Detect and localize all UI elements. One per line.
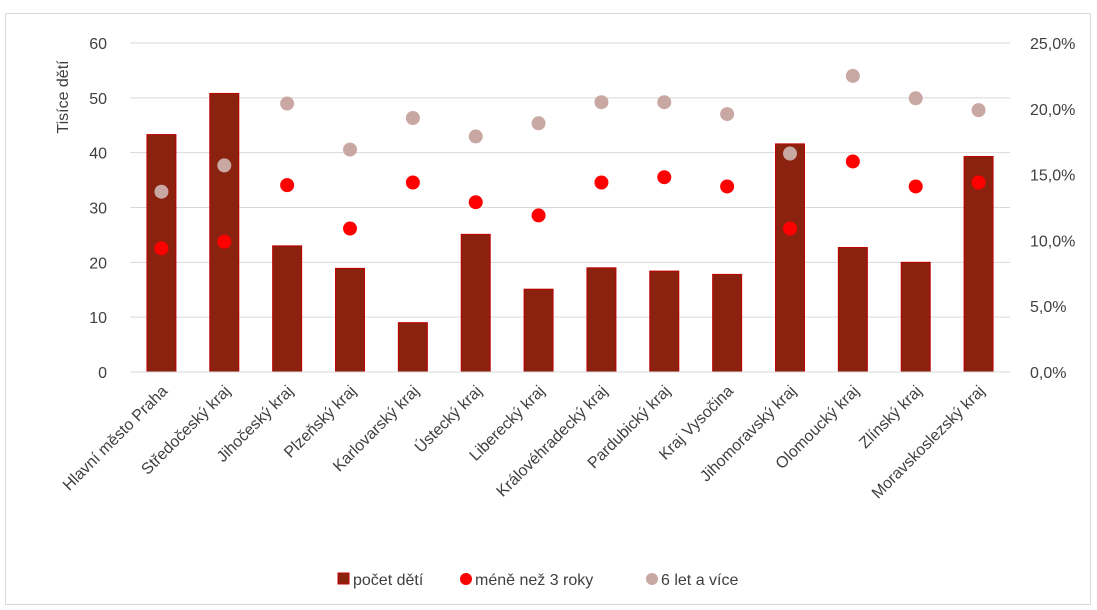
bar	[272, 245, 303, 373]
data-point	[657, 170, 672, 185]
bar-series	[146, 92, 994, 373]
data-point	[154, 241, 169, 256]
y-tick-label: 60	[89, 36, 107, 53]
data-point	[908, 179, 923, 194]
data-point	[971, 103, 986, 118]
data-point	[217, 158, 232, 173]
data-point	[280, 178, 295, 193]
y2-tick-label: 5,0%	[1030, 299, 1066, 316]
legend-swatch	[337, 572, 350, 585]
legend-label: počet dětí	[353, 572, 424, 589]
bar	[209, 92, 240, 373]
data-point	[783, 146, 797, 161]
legend-swatch	[646, 573, 658, 585]
y-tick-label: 0	[98, 365, 107, 382]
data-point	[845, 68, 860, 83]
bar	[837, 247, 868, 373]
data-point	[845, 154, 860, 169]
legend: počet dětí méně než 3 roky 6 let a více	[337, 572, 738, 589]
bar	[586, 267, 617, 373]
data-point	[783, 221, 797, 236]
bar	[900, 261, 931, 373]
x-tick-label: Královéhradecký kraj	[494, 383, 612, 501]
x-tick-label: Moravskoslezský kraj	[869, 383, 989, 503]
bar	[335, 267, 365, 373]
data-point	[468, 195, 483, 210]
data-point	[405, 175, 420, 190]
data-point	[217, 234, 232, 249]
x-tick-label: Hlavní město Praha	[60, 383, 171, 494]
data-point	[908, 91, 923, 106]
data-point	[343, 142, 357, 157]
y-tick-label: 40	[89, 146, 107, 163]
data-point	[405, 111, 420, 126]
data-point	[657, 95, 672, 110]
data-point	[531, 208, 546, 223]
data-point	[468, 129, 483, 144]
bar	[963, 156, 994, 373]
y2-tick-label: 20,0%	[1030, 102, 1075, 119]
y-tick-label: 10	[89, 310, 107, 327]
bar	[775, 143, 805, 373]
data-point	[720, 179, 735, 194]
bar	[397, 322, 428, 373]
data-point	[154, 184, 169, 199]
x-tick-label: Zlínský kraj	[856, 383, 925, 452]
y-tick-label: 30	[89, 201, 107, 218]
point-series	[154, 68, 986, 256]
y-tick-label: 20	[89, 255, 107, 272]
bar	[523, 288, 554, 373]
data-point	[594, 175, 609, 190]
bar	[460, 233, 491, 373]
gridlines	[130, 42, 1010, 373]
data-point	[531, 116, 546, 131]
y-axis-label: Tisíce dětí	[55, 60, 72, 134]
bar	[712, 273, 743, 373]
legend-label: 6 let a více	[661, 572, 738, 589]
data-point	[280, 96, 295, 111]
data-point	[343, 221, 357, 236]
data-point	[720, 107, 735, 122]
y2-tick-label: 0,0%	[1030, 365, 1066, 382]
bar	[649, 270, 680, 373]
legend-label: méně než 3 roky	[475, 572, 593, 589]
y2-tick-label: 10,0%	[1030, 233, 1075, 250]
legend-swatch	[460, 573, 472, 585]
data-point	[594, 95, 609, 110]
data-point	[971, 175, 986, 190]
y-tick-label: 50	[89, 91, 107, 108]
y2-tick-label: 25,0%	[1030, 36, 1075, 53]
y2-tick-label: 15,0%	[1030, 168, 1075, 185]
